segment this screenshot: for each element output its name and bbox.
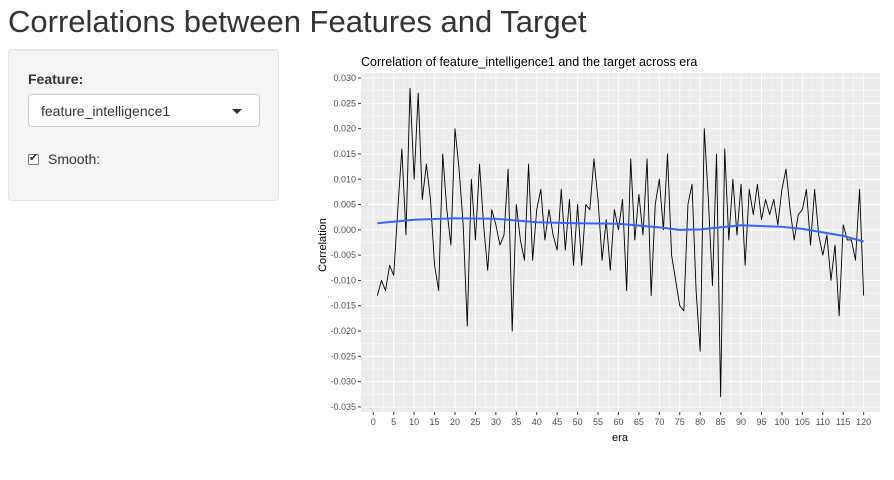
smooth-checkbox-row[interactable]: ✔ Smooth: — [28, 150, 100, 168]
x-tick-label: 30 — [491, 417, 501, 427]
correlation-plot: Correlation of feature_intelligence1 and… — [314, 49, 886, 447]
smooth-checkbox[interactable]: ✔ — [28, 151, 39, 165]
x-tick-label: 120 — [856, 417, 871, 427]
x-tick-label: 80 — [695, 417, 705, 427]
y-tick-label: 0.030 — [333, 73, 356, 83]
feature-select[interactable]: feature_intelligence1 — [28, 94, 260, 127]
x-tick-label: 35 — [511, 417, 521, 427]
y-tick-label: -0.005 — [330, 250, 356, 260]
x-tick-label: 40 — [532, 417, 542, 427]
y-tick-label: -0.035 — [330, 402, 356, 412]
y-tick-label: -0.030 — [330, 377, 356, 387]
x-tick-label: 10 — [409, 417, 419, 427]
x-tick-label: 115 — [836, 417, 850, 427]
x-tick-label: 20 — [450, 417, 460, 427]
x-tick-label: 100 — [774, 417, 789, 427]
y-tick-label: -0.010 — [330, 275, 356, 285]
x-tick-label: 110 — [816, 417, 830, 427]
series-layer — [376, 87, 865, 398]
x-tick-label: 60 — [613, 417, 623, 427]
y-tick-label: 0.000 — [333, 225, 356, 235]
x-tick-label: 65 — [634, 417, 644, 427]
x-tick-label: 105 — [795, 417, 810, 427]
grid-minor — [361, 73, 880, 412]
y-tick-label: 0.010 — [333, 174, 356, 184]
chart-title: Correlation of feature_intelligence1 and… — [361, 55, 697, 69]
x-axis: 0 5 10 15 20 25 30 35 40 45 50 55 60 65 70 75 80 85 90 95 10… — [371, 412, 871, 427]
smooth-checkbox-label[interactable]: Smooth: — [48, 151, 101, 167]
page-title: Correlations between Features and Target — [8, 4, 587, 39]
feature-label: Feature: — [28, 71, 84, 87]
y-tick-label: 0.020 — [333, 124, 356, 134]
correlation-line — [376, 87, 865, 398]
y-tick-label: 0.005 — [333, 200, 356, 210]
x-tick-label: 90 — [736, 417, 746, 427]
correlation-chart: Correlation of feature_intelligence1 and… — [317, 55, 880, 444]
x-tick-label: 5 — [391, 417, 396, 427]
sidebar-panel: Feature: feature_intelligence1 ✔ Smooth: — [8, 49, 279, 201]
x-tick-label: 75 — [675, 417, 685, 427]
y-tick-label: 0.015 — [333, 149, 356, 159]
x-tick-label: 50 — [573, 417, 583, 427]
x-tick-label: 85 — [716, 417, 726, 427]
check-icon: ✔ — [29, 151, 39, 164]
x-tick-label: 45 — [552, 417, 562, 427]
y-tick-label: -0.015 — [330, 301, 356, 311]
y-tick-label: -0.020 — [330, 326, 356, 336]
x-tick-label: 25 — [470, 417, 480, 427]
x-tick-label: 70 — [654, 417, 664, 427]
smooth-trend-line — [377, 217, 864, 243]
x-tick-label: 0 — [371, 417, 376, 427]
y-tick-label: 0.025 — [333, 98, 356, 108]
x-axis-label: era — [612, 432, 629, 444]
y-axis-label: Correlation — [317, 218, 329, 272]
feature-select-value: feature_intelligence1 — [41, 103, 171, 119]
x-tick-label: 95 — [756, 417, 766, 427]
grid-major — [361, 73, 880, 412]
caret-down-icon — [232, 109, 242, 114]
x-tick-label: 55 — [593, 417, 603, 427]
y-tick-label: -0.025 — [330, 351, 356, 361]
y-axis: -0.035 -0.030 -0.025 -0.020 -0.015 -0.010 -0.0… — [330, 73, 361, 412]
x-tick-label: 15 — [430, 417, 440, 427]
